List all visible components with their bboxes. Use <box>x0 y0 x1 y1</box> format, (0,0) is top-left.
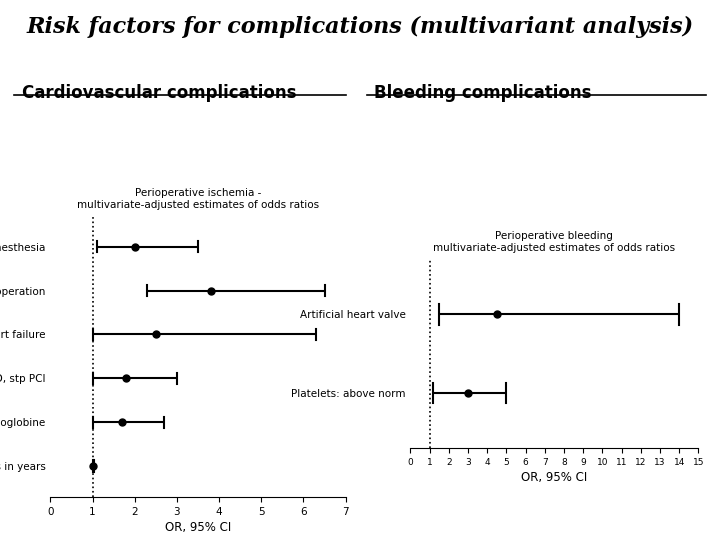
X-axis label: OR, 95% CI: OR, 95% CI <box>521 471 588 484</box>
Text: Cardiovascular complications: Cardiovascular complications <box>22 84 296 102</box>
Title: Perioperative bleeding
multivariate-adjusted estimates of odds ratios: Perioperative bleeding multivariate-adju… <box>433 231 675 253</box>
Text: Bleeding complications: Bleeding complications <box>374 84 592 102</box>
X-axis label: OR, 95% CI: OR, 95% CI <box>165 521 231 534</box>
Title: Perioperative ischemia -
multivariate-adjusted estimates of odds ratios: Perioperative ischemia - multivariate-ad… <box>77 188 319 210</box>
Text: Risk factors for complications (multivariant analysis): Risk factors for complications (multivar… <box>27 16 693 38</box>
